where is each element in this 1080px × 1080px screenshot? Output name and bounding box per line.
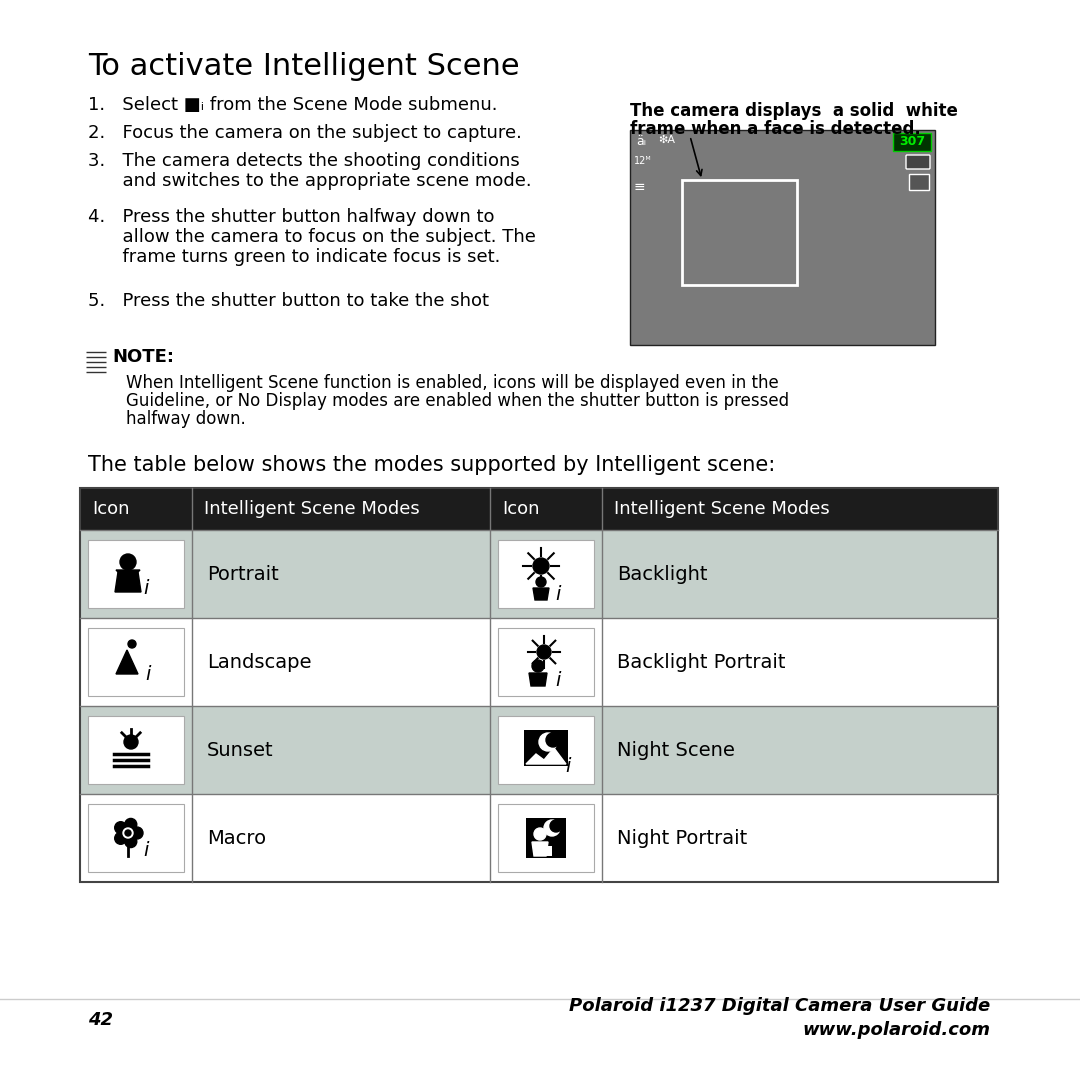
Text: Polaroid i1237 Digital Camera User Guide: Polaroid i1237 Digital Camera User Guide <box>569 997 990 1015</box>
Text: NOTE:: NOTE: <box>112 348 174 366</box>
Text: 2.   Focus the camera on the subject to capture.: 2. Focus the camera on the subject to ca… <box>87 124 522 141</box>
Polygon shape <box>532 842 548 856</box>
Text: äᵢ: äᵢ <box>636 135 646 148</box>
Circle shape <box>125 836 137 848</box>
Text: allow the camera to focus on the subject. The: allow the camera to focus on the subject… <box>87 228 536 246</box>
Circle shape <box>124 735 138 750</box>
Bar <box>80 618 998 706</box>
Bar <box>80 706 998 794</box>
Bar <box>909 174 929 190</box>
Bar <box>87 716 184 784</box>
Polygon shape <box>116 650 138 674</box>
Text: Landscape: Landscape <box>207 652 311 672</box>
Text: Intelligent Scene Modes: Intelligent Scene Modes <box>615 500 829 518</box>
Text: i: i <box>555 671 561 689</box>
Bar <box>524 730 568 766</box>
Circle shape <box>123 828 133 838</box>
Text: 12ᴹ: 12ᴹ <box>634 156 651 166</box>
Text: 42: 42 <box>87 1011 113 1029</box>
Bar <box>87 804 184 872</box>
FancyBboxPatch shape <box>906 156 930 168</box>
Polygon shape <box>534 588 549 600</box>
Bar <box>498 627 594 696</box>
Bar <box>498 804 594 872</box>
Circle shape <box>125 819 137 831</box>
Bar <box>893 133 931 151</box>
Text: halfway down.: halfway down. <box>126 410 246 428</box>
Text: i: i <box>565 756 570 775</box>
Circle shape <box>120 554 136 570</box>
Text: frame when a face is detected.: frame when a face is detected. <box>630 120 921 138</box>
Bar <box>80 488 998 530</box>
Bar <box>87 627 184 696</box>
Bar <box>80 488 998 882</box>
Text: Macro: Macro <box>207 828 266 848</box>
Text: Guideline, or No Display modes are enabled when the shutter button is pressed: Guideline, or No Display modes are enabl… <box>126 392 789 410</box>
Polygon shape <box>116 570 140 572</box>
Circle shape <box>550 820 562 832</box>
Text: 307: 307 <box>899 135 926 148</box>
Circle shape <box>129 640 136 648</box>
Circle shape <box>537 645 551 659</box>
Bar <box>87 540 184 608</box>
Text: i: i <box>555 584 561 604</box>
Text: Backlight Portrait: Backlight Portrait <box>617 652 785 672</box>
Circle shape <box>532 660 544 672</box>
Text: Intelligent Scene Modes: Intelligent Scene Modes <box>204 500 420 518</box>
Bar <box>498 540 594 608</box>
Text: ❇A: ❇A <box>658 135 675 145</box>
Bar <box>681 180 797 285</box>
Bar <box>534 846 552 856</box>
Text: 4.   Press the shutter button halfway down to: 4. Press the shutter button halfway down… <box>87 208 495 226</box>
Bar <box>498 716 594 784</box>
Text: Backlight: Backlight <box>617 565 707 583</box>
Circle shape <box>546 733 561 747</box>
Circle shape <box>534 828 546 840</box>
Polygon shape <box>529 673 546 686</box>
Circle shape <box>536 577 546 588</box>
Text: i: i <box>146 664 151 684</box>
Text: i: i <box>144 580 149 598</box>
Bar <box>80 530 998 618</box>
Text: i: i <box>144 840 149 860</box>
Text: Icon: Icon <box>92 500 130 518</box>
Circle shape <box>544 820 561 836</box>
Circle shape <box>539 733 557 751</box>
Circle shape <box>131 827 143 839</box>
Text: frame turns green to indicate focus is set.: frame turns green to indicate focus is s… <box>87 248 500 266</box>
Text: When Intelligent Scene function is enabled, icons will be displayed even in the: When Intelligent Scene function is enabl… <box>126 374 779 392</box>
Text: Sunset: Sunset <box>207 741 273 759</box>
Text: 1.   Select ■ᵢ from the Scene Mode submenu.: 1. Select ■ᵢ from the Scene Mode submenu… <box>87 96 498 114</box>
Bar <box>526 818 566 858</box>
Text: and switches to the appropriate scene mode.: and switches to the appropriate scene mo… <box>87 172 531 190</box>
Text: 5.   Press the shutter button to take the shot: 5. Press the shutter button to take the … <box>87 292 489 310</box>
Circle shape <box>114 822 126 834</box>
Bar <box>630 130 935 345</box>
Text: ≡: ≡ <box>634 180 646 194</box>
Text: Portrait: Portrait <box>207 565 279 583</box>
Text: To activate Intelligent Scene: To activate Intelligent Scene <box>87 52 519 81</box>
Text: 3.   The camera detects the shooting conditions: 3. The camera detects the shooting condi… <box>87 152 519 170</box>
Text: www.polaroid.com: www.polaroid.com <box>802 1021 990 1039</box>
Text: The table below shows the modes supported by Intelligent scene:: The table below shows the modes supporte… <box>87 455 775 475</box>
Circle shape <box>125 831 131 836</box>
Text: The camera displays  a solid  white: The camera displays a solid white <box>630 102 958 120</box>
Text: Night Portrait: Night Portrait <box>617 828 747 848</box>
Circle shape <box>114 833 126 845</box>
Text: Icon: Icon <box>502 500 540 518</box>
Bar <box>80 794 998 882</box>
Polygon shape <box>114 572 141 592</box>
Polygon shape <box>526 748 566 764</box>
Text: Night Scene: Night Scene <box>617 741 734 759</box>
Circle shape <box>534 558 549 573</box>
